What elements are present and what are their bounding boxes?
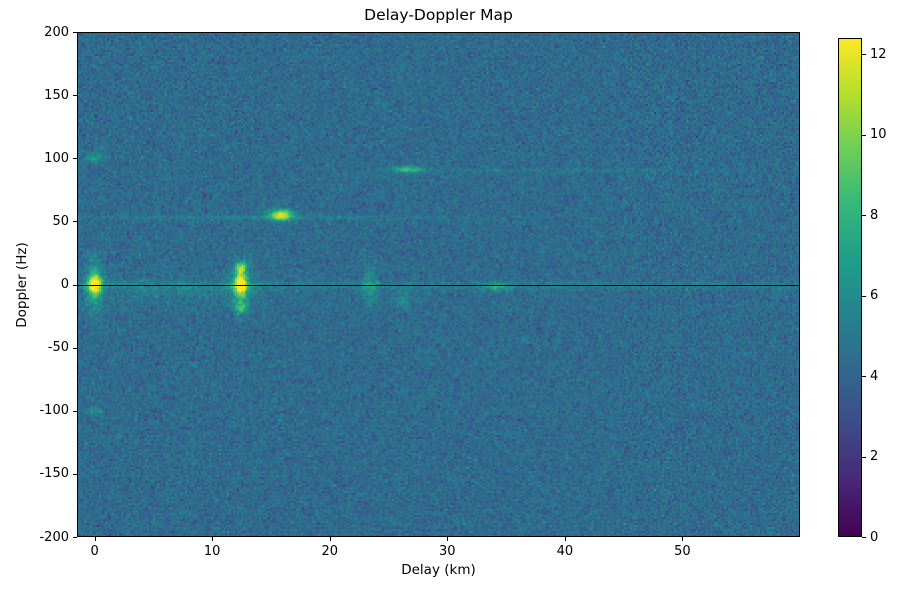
x-tick-label: 10: [203, 544, 221, 559]
y-tick-label: 150: [44, 87, 69, 103]
y-tick-mark: [73, 347, 77, 349]
colorbar-tick-label: 10: [870, 127, 887, 143]
y-tick-label: -150: [39, 466, 69, 482]
y-tick-label: -200: [39, 529, 69, 545]
zero-doppler-line: [77, 285, 800, 286]
x-tick-label: 20: [321, 544, 339, 559]
heatmap-canvas: [77, 32, 800, 537]
y-tick-mark: [73, 32, 77, 33]
colorbar-tick-mark: [862, 376, 866, 378]
y-tick-mark: [73, 537, 77, 538]
y-tick-mark: [73, 158, 77, 160]
x-axis-label: Delay (km): [401, 562, 476, 578]
y-tick-label: 100: [44, 150, 69, 166]
x-tick-mark: [212, 537, 214, 541]
y-tick-label: -100: [39, 403, 69, 419]
y-tick-label: 200: [44, 24, 69, 40]
colorbar-tick-mark: [862, 537, 866, 538]
x-tick-mark: [329, 537, 331, 541]
colorbar-tick-label: 6: [870, 288, 879, 304]
colorbar-tick-mark: [862, 54, 866, 56]
x-tick-mark: [564, 537, 566, 541]
colorbar-tick-mark: [862, 456, 866, 458]
colorbar-tick-label: 2: [870, 449, 879, 465]
x-tick-mark: [94, 537, 96, 541]
y-tick-mark: [73, 410, 77, 412]
chart-title: Delay-Doppler Map: [364, 6, 513, 24]
x-tick-label: 50: [674, 544, 691, 559]
y-tick-mark: [73, 473, 77, 475]
colorbar-tick-mark: [862, 295, 866, 297]
colorbar-tick-mark: [862, 134, 866, 136]
colorbar-tick-mark: [862, 215, 866, 217]
colorbar-tick-label: 12: [870, 46, 887, 62]
x-tick-label: 30: [439, 544, 456, 559]
colorbar-tick-label: 0: [870, 529, 879, 545]
x-tick-label: 0: [90, 544, 99, 559]
colorbar-tick-label: 8: [870, 207, 879, 223]
colorbar: [838, 38, 862, 537]
y-tick-mark: [73, 95, 77, 97]
x-tick-mark: [447, 537, 449, 541]
x-tick-mark: [682, 537, 684, 541]
y-tick-mark: [73, 284, 77, 286]
y-tick-mark: [73, 221, 77, 223]
y-tick-label: -50: [47, 340, 69, 356]
y-tick-label: 50: [52, 213, 69, 229]
y-tick-label: 0: [60, 277, 69, 292]
colorbar-tick-label: 4: [870, 368, 879, 384]
x-tick-label: 40: [556, 544, 574, 559]
